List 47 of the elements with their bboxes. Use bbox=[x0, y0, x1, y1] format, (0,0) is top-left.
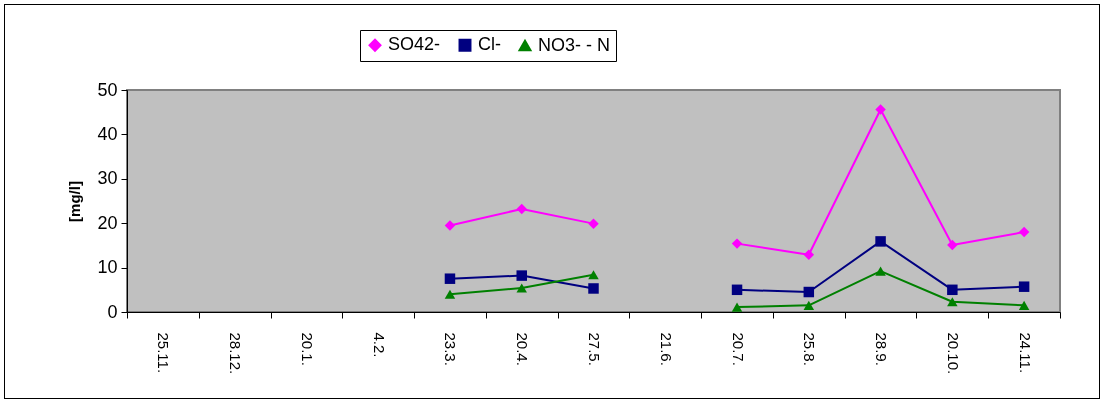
point bbox=[731, 238, 743, 249]
point bbox=[588, 270, 599, 280]
y-tick-label: 40 bbox=[97, 123, 118, 144]
y-tick-label: 20 bbox=[97, 212, 118, 233]
y-tick-label: 50 bbox=[97, 79, 118, 100]
point bbox=[947, 284, 958, 296]
point bbox=[875, 236, 886, 247]
point bbox=[516, 283, 527, 293]
point bbox=[588, 283, 599, 294]
point bbox=[1018, 226, 1030, 238]
x-tick-label: 4.2. bbox=[370, 332, 388, 358]
x-tick-label: 25.11. bbox=[155, 332, 173, 374]
x-tick-label: 23.3. bbox=[442, 332, 460, 366]
y-tick-label: 10 bbox=[97, 257, 118, 278]
x-tick-label: 28.9. bbox=[873, 332, 891, 366]
point bbox=[875, 266, 886, 276]
legend-label: SO42- bbox=[388, 34, 441, 55]
point bbox=[803, 300, 815, 310]
point bbox=[731, 284, 743, 296]
point bbox=[516, 203, 527, 215]
point bbox=[1018, 281, 1030, 292]
point bbox=[444, 220, 456, 231]
x-tick-label: 24.11. bbox=[1016, 332, 1034, 374]
y-tick-label: 30 bbox=[97, 168, 118, 189]
x-tick-label: 27.5. bbox=[586, 332, 603, 366]
x-tick-label: 20.10. bbox=[944, 332, 962, 375]
point bbox=[588, 218, 599, 229]
point bbox=[947, 297, 958, 307]
point bbox=[1018, 300, 1030, 310]
point bbox=[803, 249, 815, 260]
x-tick-label: 20.1. bbox=[298, 332, 316, 366]
point bbox=[444, 273, 456, 284]
legend-label: Cl- bbox=[478, 34, 501, 55]
x-tick-label: 28.12. bbox=[227, 332, 245, 375]
point bbox=[516, 270, 527, 281]
x-tick-label: 20.4. bbox=[514, 332, 532, 366]
x-tick-label: 20.7. bbox=[729, 332, 747, 366]
point bbox=[875, 104, 886, 115]
x-tick-label: 25.8. bbox=[801, 332, 819, 366]
point bbox=[803, 286, 815, 298]
point bbox=[947, 239, 958, 251]
x-tick-label: 21.6. bbox=[657, 332, 675, 366]
legend-label: NO3- - N bbox=[538, 34, 610, 55]
point bbox=[731, 302, 743, 312]
point bbox=[444, 289, 456, 299]
y-tick-label: 0 bbox=[107, 301, 118, 322]
y-axis-title: [mg/l] bbox=[66, 181, 84, 222]
